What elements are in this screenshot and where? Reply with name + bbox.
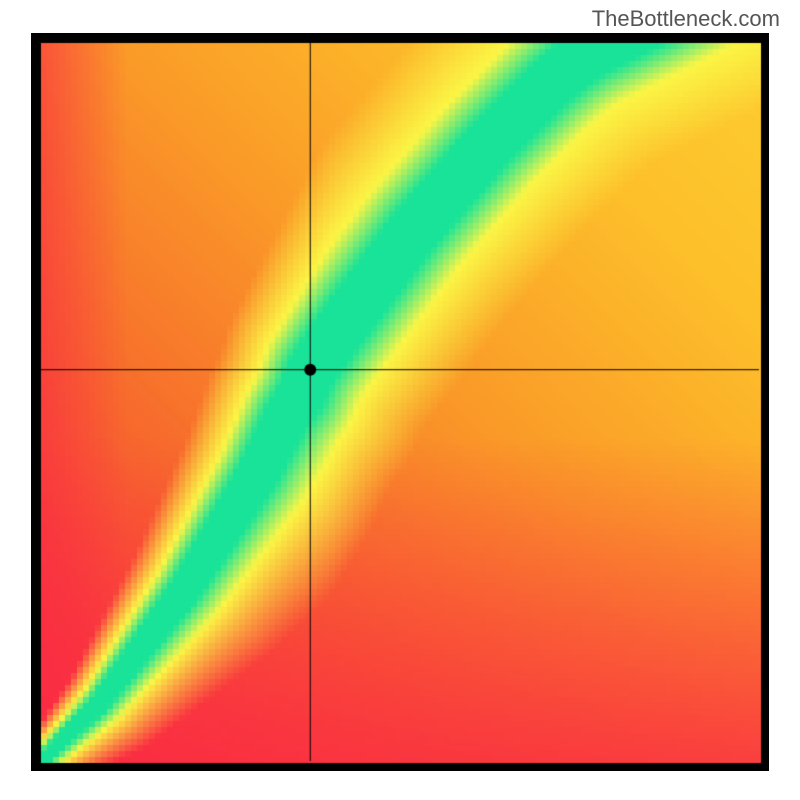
watermark-text: TheBottleneck.com [592,6,780,32]
heatmap-canvas [31,33,769,771]
heatmap-plot [31,33,769,771]
chart-container: TheBottleneck.com [0,0,800,800]
